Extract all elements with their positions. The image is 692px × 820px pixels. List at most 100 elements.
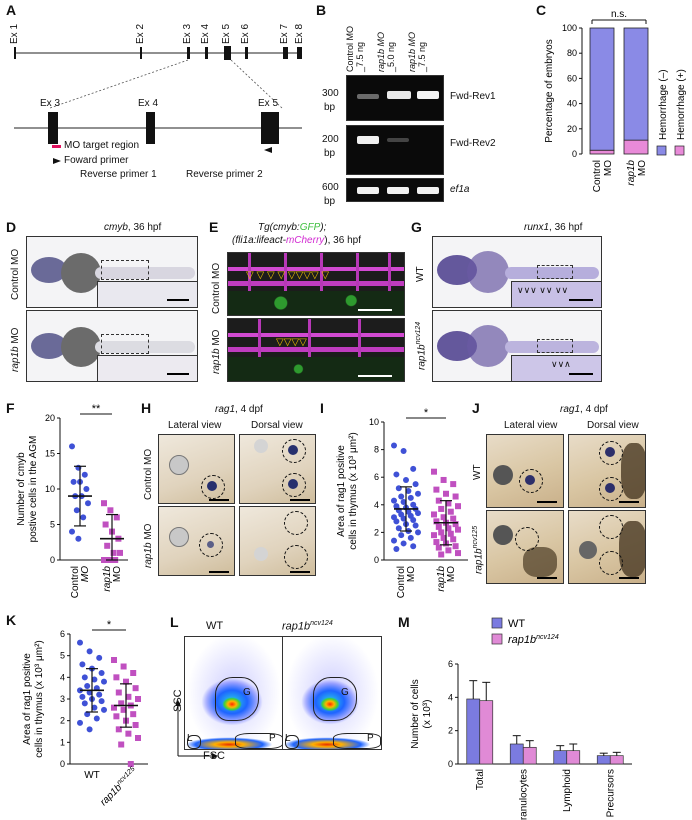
gate-p-label: P xyxy=(367,733,374,744)
rag1-control-dorsal xyxy=(239,434,316,504)
y-axis-label: Area of rag1 positive xyxy=(22,653,33,745)
data-point xyxy=(81,700,88,707)
y-axis-label: Number of cmyb xyxy=(16,452,27,526)
exon-label: Ex 5 xyxy=(221,23,232,44)
data-point xyxy=(79,693,86,700)
data-point xyxy=(393,471,400,478)
data-point xyxy=(445,547,452,554)
data-point xyxy=(410,516,417,523)
panel-label-m: M xyxy=(398,614,410,630)
exon-4 xyxy=(205,47,208,59)
data-point xyxy=(452,521,459,528)
data-point xyxy=(438,505,445,512)
data-point xyxy=(120,663,127,670)
data-point xyxy=(391,497,397,504)
y-tick-label: 0 xyxy=(448,759,453,769)
data-point xyxy=(120,706,127,713)
bar-wt xyxy=(553,750,568,765)
exon-label: Ex 8 xyxy=(294,23,305,44)
exon-label: Ex 2 xyxy=(135,23,146,44)
y-tick-label: 0 xyxy=(60,759,65,769)
y-tick-label: 4 xyxy=(60,672,65,682)
gel-fwd-rev2 xyxy=(346,125,444,175)
data-point xyxy=(135,696,141,702)
reverse-primer-2-arrow xyxy=(264,147,272,153)
marker-600: 600 xyxy=(322,182,339,193)
data-point xyxy=(452,493,459,500)
data-point xyxy=(75,535,82,542)
gel-row-label: Fwd-Rev1 xyxy=(450,91,496,102)
bar-hemorrhage-neg xyxy=(589,27,615,151)
dorsal-view-label: Dorsal view xyxy=(587,420,639,431)
x-category-label: MO xyxy=(112,566,123,582)
bar-wt xyxy=(509,743,524,765)
legend-label-neg: Hemorrhage (–) xyxy=(658,69,669,140)
data-point xyxy=(431,468,437,475)
data-point xyxy=(96,654,103,661)
fsc-axis-label: FSC xyxy=(203,750,225,762)
row-label-wt: WT xyxy=(472,464,483,480)
significance-label: * xyxy=(424,407,429,419)
marker-bp: bp xyxy=(324,102,336,113)
panel-label-g: G xyxy=(411,219,422,235)
data-point xyxy=(101,706,107,713)
exon-label: Ex 7 xyxy=(279,23,290,44)
mo-target-mark xyxy=(52,145,61,148)
data-point xyxy=(440,514,447,521)
data-point xyxy=(91,676,98,683)
cmyb-rap1b-mo-image xyxy=(26,310,198,382)
exon-8 xyxy=(297,47,302,59)
data-point xyxy=(135,735,141,741)
x-category-label: rap1b xyxy=(436,566,447,592)
data-point xyxy=(405,488,412,494)
significance-label: ** xyxy=(92,403,101,415)
panel-j-title: rag1, 4 dpf xyxy=(560,404,608,415)
legend-swatch-neg xyxy=(656,145,667,156)
data-point xyxy=(435,544,442,551)
data-point xyxy=(102,521,109,528)
y-tick-label: 60 xyxy=(567,73,577,83)
rag1-mutant-dorsal xyxy=(568,510,646,584)
row-label-control-mo: Control MO xyxy=(143,448,154,500)
panel-label-f: F xyxy=(6,400,15,416)
data-point xyxy=(123,678,129,685)
data-point xyxy=(115,726,122,733)
x-category-label: rap1bncv125 xyxy=(98,766,141,809)
bar-wt xyxy=(466,698,481,765)
data-point xyxy=(101,557,107,563)
data-point xyxy=(113,713,120,720)
data-point xyxy=(117,549,123,556)
x-category-label: MO xyxy=(406,566,417,582)
data-point xyxy=(104,542,111,549)
data-point xyxy=(415,490,421,497)
legend-swatch-mutant xyxy=(491,633,503,645)
data-point xyxy=(445,500,452,507)
data-point xyxy=(433,539,440,546)
data-point xyxy=(86,648,93,655)
marker-300: 300 xyxy=(322,88,339,99)
data-point xyxy=(101,678,107,685)
flow-axes xyxy=(175,700,218,759)
data-point xyxy=(125,693,132,700)
x-category-label: MO xyxy=(637,160,648,176)
rag1-rap1b-lateral xyxy=(158,506,235,576)
data-point xyxy=(400,515,407,522)
rag1-wt-dorsal xyxy=(568,434,646,508)
data-point xyxy=(107,507,114,514)
y-tick-label: 0 xyxy=(572,149,577,159)
data-point xyxy=(435,523,442,530)
data-point xyxy=(101,500,107,507)
y-tick-label: 0 xyxy=(50,555,55,565)
data-point xyxy=(415,510,421,517)
data-point xyxy=(433,486,440,493)
y-tick-label: 2 xyxy=(60,716,65,726)
data-point xyxy=(77,639,83,646)
data-point xyxy=(435,497,442,504)
bar-mutant xyxy=(479,700,494,765)
panel-label-b: B xyxy=(316,2,327,18)
data-point xyxy=(443,490,449,497)
x-category-label: Precursors xyxy=(605,769,616,817)
data-point xyxy=(455,550,461,557)
x-category-label: WT xyxy=(84,770,100,781)
significance-label: n.s. xyxy=(611,10,627,20)
